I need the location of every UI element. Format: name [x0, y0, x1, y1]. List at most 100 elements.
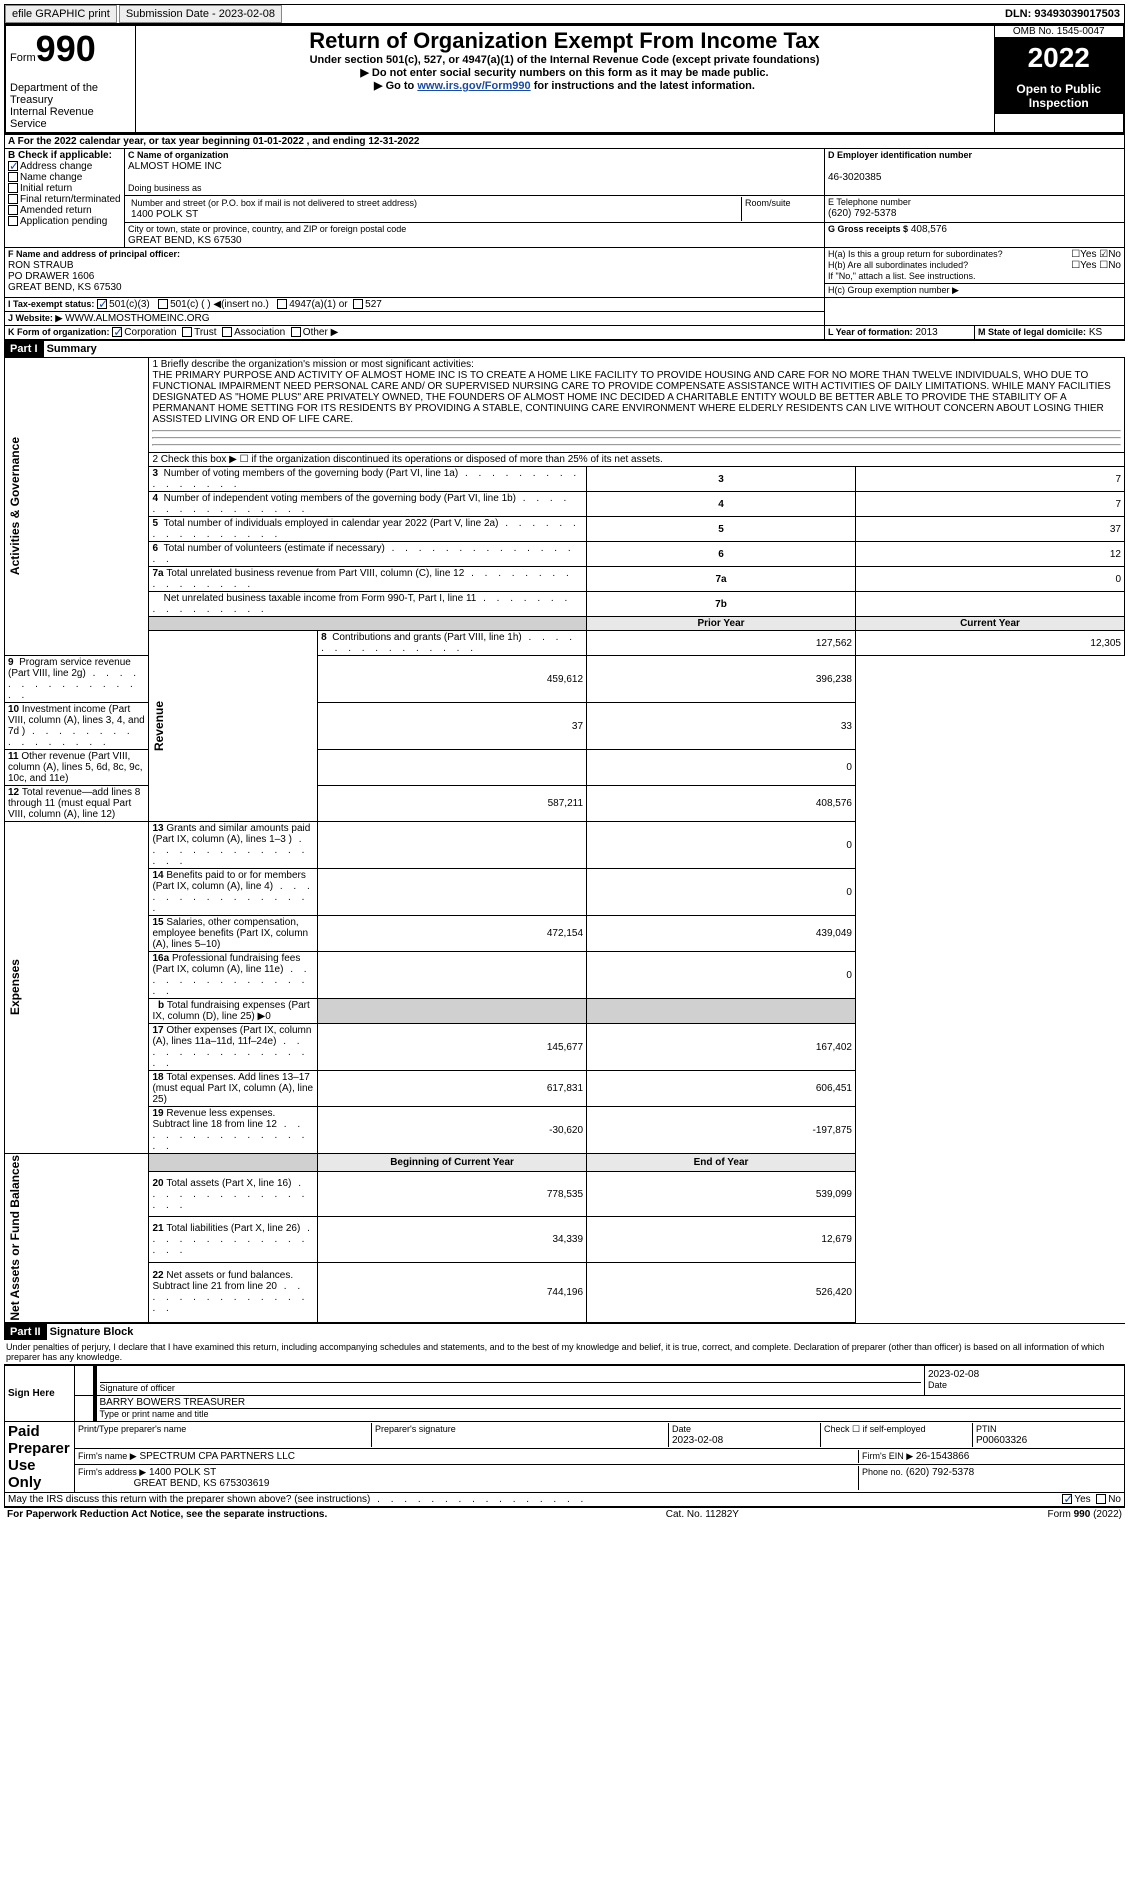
- part1-title: Summary: [47, 343, 97, 355]
- part1-header: Part I: [4, 341, 44, 357]
- nt21: Total liabilities (Part X, line 26): [152, 1223, 313, 1256]
- ep15: 472,154: [318, 916, 587, 952]
- year-formation: 2013: [915, 327, 937, 338]
- box-e-label: E Telephone number: [828, 197, 911, 207]
- paid-preparer-label: Paid Preparer Use Only: [5, 1421, 75, 1492]
- rn9: 9: [8, 657, 14, 668]
- mission-text: THE PRIMARY PURPOSE AND ACTIVITY OF ALMO…: [152, 370, 1110, 425]
- ep18: 617,831: [318, 1071, 587, 1107]
- en16a: 16a: [152, 953, 169, 964]
- v7a: 0: [855, 567, 1124, 592]
- chk-501c[interactable]: [158, 299, 168, 309]
- nn21: 21: [152, 1223, 163, 1234]
- np22: 744,196: [318, 1262, 587, 1322]
- ec15: 439,049: [587, 916, 856, 952]
- form-number: 990: [36, 28, 96, 69]
- firm-addr-label: Firm's address ▶: [78, 1467, 146, 1477]
- chk-amended[interactable]: [8, 205, 18, 215]
- firm-name: SPECTRUM CPA PARTNERS LLC: [139, 1451, 295, 1462]
- et16b: Total fundraising expenses (Part IX, col…: [152, 1000, 309, 1022]
- sig-officer-label: Signature of officer: [100, 1383, 175, 1393]
- c7b: 7b: [587, 592, 856, 617]
- rn10: 10: [8, 704, 19, 715]
- nn20: 20: [152, 1178, 163, 1189]
- rt8: Contributions and grants (Part VIII, lin…: [321, 632, 576, 654]
- v3: 7: [855, 467, 1124, 492]
- prep-date: 2023-02-08: [672, 1435, 723, 1446]
- prep-date-label: Date: [672, 1424, 691, 1434]
- room-label: Room/suite: [745, 198, 791, 208]
- part2-header: Part II: [4, 1324, 47, 1340]
- lbl-4947: 4947(a)(1) or: [289, 299, 347, 310]
- sign-here-label: Sign Here: [5, 1365, 75, 1421]
- n3: 3: [152, 468, 158, 479]
- city-label: City or town, state or province, country…: [128, 224, 406, 234]
- declaration-text: Under penalties of perjury, I declare th…: [4, 1340, 1125, 1365]
- ep16b: [318, 999, 587, 1024]
- rc8: 12,305: [855, 631, 1124, 656]
- chk-4947[interactable]: [277, 299, 287, 309]
- chk-assoc[interactable]: [222, 327, 232, 337]
- submission-date-button[interactable]: Submission Date - 2023-02-08: [119, 5, 282, 23]
- chk-name[interactable]: [8, 172, 18, 182]
- officer-typed: BARRY BOWERS TREASURER: [100, 1397, 246, 1408]
- omb-number: OMB No. 1545-0047: [995, 26, 1124, 38]
- city-value: GREAT BEND, KS 67530: [128, 235, 242, 246]
- ptin-label: PTIN: [976, 1424, 997, 1434]
- chk-other[interactable]: [291, 327, 301, 337]
- form-header: Form990 Department of the Treasury Inter…: [4, 24, 1125, 134]
- lbl-initial: Initial return: [20, 183, 72, 194]
- chk-trust[interactable]: [182, 327, 192, 337]
- c3: 3: [587, 467, 856, 492]
- ec13: 0: [587, 822, 856, 869]
- cy-hdr: Current Year: [855, 617, 1124, 631]
- chk-app[interactable]: [8, 216, 18, 226]
- discuss-no[interactable]: [1096, 1494, 1106, 1504]
- en13: 13: [152, 823, 163, 834]
- efile-print-button[interactable]: efile GRAPHIC print: [5, 5, 117, 23]
- self-emp-label: Check ☐ if self-employed: [824, 1424, 926, 1434]
- n7a: 7a: [152, 568, 163, 579]
- lbl-other: Other ▶: [303, 327, 338, 338]
- chk-501c3[interactable]: [97, 299, 107, 309]
- n4: 4: [152, 493, 158, 504]
- vert-activities: Activities & Governance: [8, 437, 22, 575]
- discuss-yes[interactable]: [1062, 1494, 1072, 1504]
- ha-label: H(a) Is this a group return for subordin…: [828, 249, 1003, 259]
- t5: Total number of individuals employed in …: [152, 518, 579, 540]
- rt11: Other revenue (Part VIII, column (A), li…: [8, 751, 143, 784]
- ep14: [318, 869, 587, 916]
- et15: Salaries, other compensation, employee b…: [152, 917, 308, 950]
- gross-receipts: 408,576: [911, 224, 947, 235]
- nt20: Total assets (Part X, line 16): [152, 1178, 308, 1211]
- chk-527[interactable]: [353, 299, 363, 309]
- np21: 34,339: [318, 1217, 587, 1263]
- by-hdr: Beginning of Current Year: [318, 1154, 587, 1172]
- org-name: ALMOST HOME INC: [128, 161, 222, 172]
- en18: 18: [152, 1072, 163, 1083]
- box-d-label: D Employer identification number: [828, 150, 972, 160]
- et19: Revenue less expenses. Subtract line 18 …: [152, 1108, 308, 1152]
- identity-block: A For the 2022 calendar year, or tax yea…: [4, 134, 1125, 340]
- chk-final[interactable]: [8, 194, 18, 204]
- irs-link[interactable]: www.irs.gov/Form990: [417, 80, 530, 92]
- footer-mid: Cat. No. 11282Y: [562, 1508, 844, 1521]
- discuss-text: May the IRS discuss this return with the…: [8, 1494, 587, 1505]
- chk-address[interactable]: [8, 161, 18, 171]
- et13: Grants and similar amounts paid (Part IX…: [152, 823, 310, 867]
- officer-name: RON STRAUB: [8, 260, 74, 271]
- chk-corp[interactable]: [112, 327, 122, 337]
- vert-revenue: Revenue: [152, 701, 166, 751]
- c5: 5: [587, 517, 856, 542]
- box-c-name-label: C Name of organization: [128, 150, 229, 160]
- rp11: [318, 750, 587, 786]
- lbl-final: Final return/terminated: [20, 194, 121, 205]
- lbl-501c: 501(c) ( ) ◀(insert no.): [170, 299, 269, 310]
- nn22: 22: [152, 1270, 163, 1281]
- signature-table: Sign Here Signature of officer 2023-02-0…: [4, 1365, 1125, 1507]
- et18: Total expenses. Add lines 13–17 (must eq…: [152, 1072, 313, 1105]
- addr-label: Number and street (or P.O. box if mail i…: [131, 198, 417, 208]
- py-hdr: Prior Year: [587, 617, 856, 631]
- chk-initial[interactable]: [8, 183, 18, 193]
- firm-phone: (620) 792-5378: [906, 1467, 974, 1478]
